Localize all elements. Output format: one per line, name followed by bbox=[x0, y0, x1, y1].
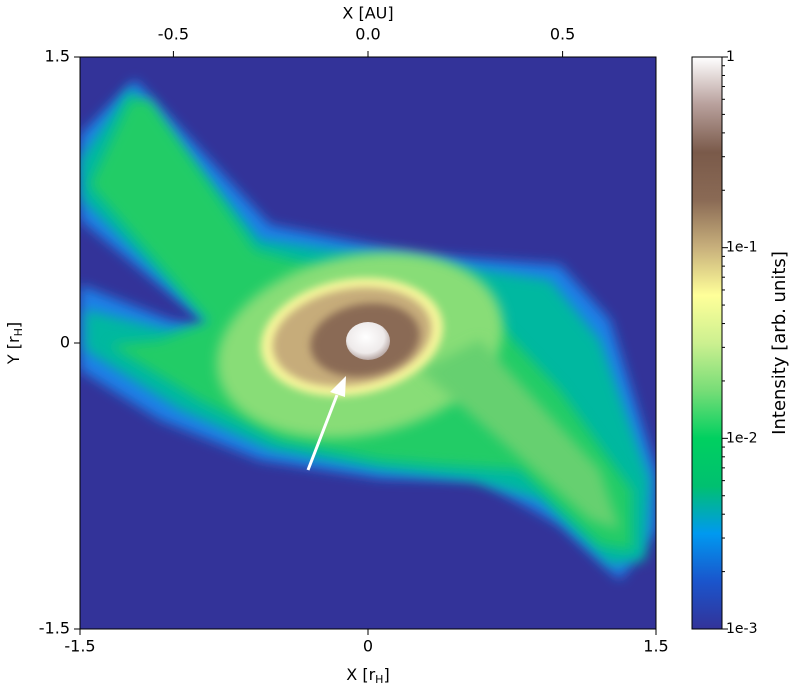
intensity-map bbox=[80, 57, 656, 629]
top-tick-label: 0.0 bbox=[355, 25, 380, 44]
x-tick-label: 0 bbox=[363, 637, 373, 656]
colorbar bbox=[691, 56, 723, 630]
x-axis-label: X [rH] bbox=[346, 665, 389, 687]
y-axis-label: Y [rH] bbox=[4, 322, 26, 365]
top-tick-label: -0.5 bbox=[158, 25, 189, 44]
x-tick-label: 1.5 bbox=[643, 637, 668, 656]
x-tick-label: -1.5 bbox=[64, 637, 95, 656]
top-tick-label: 0.5 bbox=[550, 25, 575, 44]
colorbar-tick-label: 1 bbox=[726, 49, 735, 65]
y-tick-label: 1.5 bbox=[45, 47, 70, 66]
y-tick-label: -1.5 bbox=[39, 619, 70, 638]
top-axis-label: X [AU] bbox=[342, 4, 393, 23]
colorbar-tick-label: 1e-1 bbox=[726, 240, 757, 256]
colorbar-label: Intensity [arb. units] bbox=[769, 251, 790, 435]
colorbar-tick-label: 1e-3 bbox=[726, 621, 757, 637]
y-tick-label: 0 bbox=[60, 333, 70, 352]
colorbar-tick-label: 1e-2 bbox=[726, 430, 757, 446]
